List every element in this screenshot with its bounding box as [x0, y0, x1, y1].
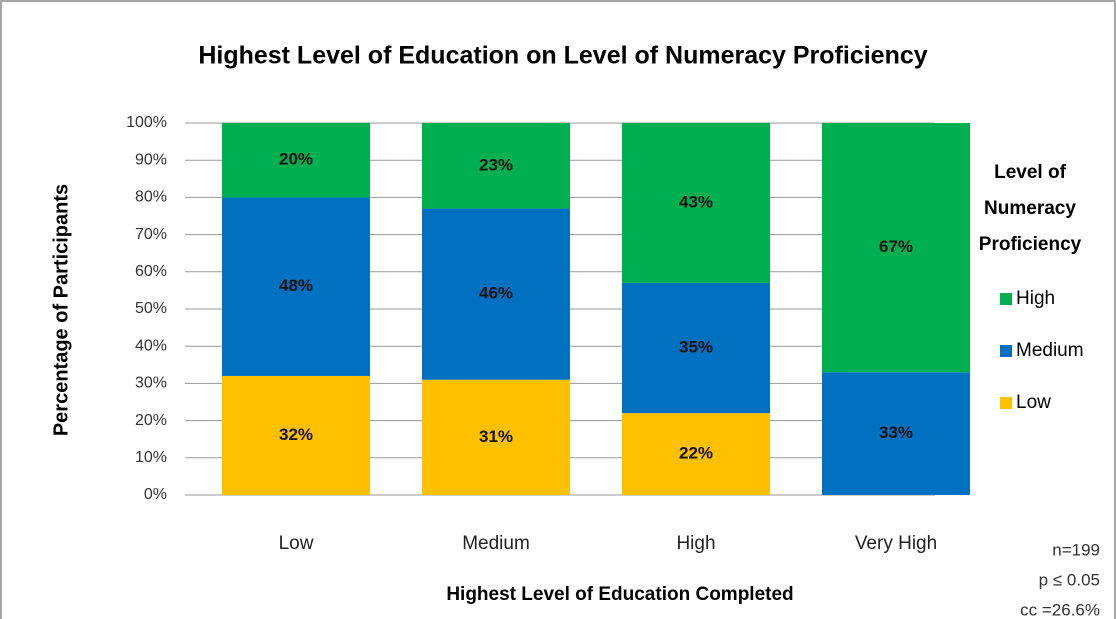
- x-tick-label: High: [676, 533, 715, 554]
- x-tick-label: Very High: [855, 533, 937, 554]
- y-tick-label: 50%: [135, 300, 167, 317]
- bar-segment: [422, 379, 570, 495]
- legend-title: Proficiency: [979, 234, 1082, 255]
- y-tick-label: 0%: [144, 486, 167, 503]
- x-tick-label: Medium: [462, 533, 530, 554]
- data-label: 46%: [479, 284, 513, 303]
- data-label: 43%: [679, 192, 713, 211]
- x-axis-label: Highest Level of Education Completed: [446, 584, 793, 605]
- note: p ≤ 0.05: [1039, 570, 1100, 589]
- data-label: 22%: [679, 444, 713, 463]
- bar-segment: [422, 208, 570, 380]
- data-label: 48%: [279, 276, 313, 295]
- chart-title: Highest Level of Education on Level of N…: [198, 42, 927, 70]
- data-label: 32%: [279, 425, 313, 444]
- legend-label: Medium: [1016, 340, 1084, 361]
- legend-title: Numeracy: [984, 198, 1076, 219]
- legend-swatch: [1000, 345, 1012, 357]
- y-tick-label: 30%: [135, 375, 167, 392]
- bar-segment: [222, 197, 370, 376]
- bar-segment: [222, 375, 370, 495]
- data-label: 20%: [279, 150, 313, 169]
- y-tick-label: 40%: [135, 337, 167, 354]
- bar-segment: [622, 413, 770, 495]
- y-tick-label: 20%: [135, 412, 167, 429]
- bar-segment: [422, 123, 570, 209]
- y-axis-label: Percentage of Participants: [50, 184, 72, 436]
- data-label: 67%: [879, 237, 913, 256]
- legend-label: Low: [1016, 392, 1051, 413]
- bar-segment: [622, 123, 770, 283]
- data-label: 23%: [479, 155, 513, 174]
- data-label: 31%: [479, 427, 513, 446]
- data-label: 33%: [879, 423, 913, 442]
- data-label: 35%: [679, 338, 713, 357]
- bar-segment: [822, 372, 970, 495]
- legend-label: High: [1016, 288, 1055, 309]
- y-tick-label: 80%: [135, 189, 167, 206]
- note: n=199: [1052, 540, 1100, 559]
- bar-segment: [622, 282, 770, 414]
- y-tick-label: 60%: [135, 263, 167, 280]
- y-tick-label: 90%: [135, 151, 167, 168]
- y-tick-label: 70%: [135, 226, 167, 243]
- bar-segment: [222, 123, 370, 198]
- bar-segment: [822, 123, 970, 373]
- legend-title: Level of: [994, 162, 1066, 183]
- legend-swatch: [1000, 397, 1012, 409]
- x-tick-label: Low: [279, 533, 314, 554]
- note: cc =26.6%: [1020, 600, 1100, 619]
- y-tick-label: 10%: [135, 449, 167, 466]
- y-tick-label: 100%: [126, 114, 167, 131]
- legend-swatch: [1000, 293, 1012, 305]
